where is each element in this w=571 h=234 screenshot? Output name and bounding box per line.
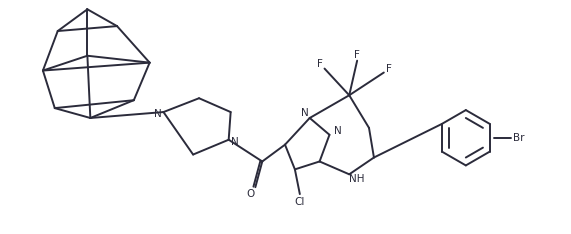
Text: F: F <box>317 59 323 69</box>
Text: Br: Br <box>513 133 525 143</box>
Text: F: F <box>354 50 360 60</box>
Text: F: F <box>386 64 392 73</box>
Text: N: N <box>333 126 341 136</box>
Text: N: N <box>154 109 162 119</box>
Text: N: N <box>231 137 239 147</box>
Text: N: N <box>301 108 309 118</box>
Text: O: O <box>246 189 255 199</box>
Text: NH: NH <box>349 174 365 184</box>
Text: Cl: Cl <box>295 197 305 207</box>
